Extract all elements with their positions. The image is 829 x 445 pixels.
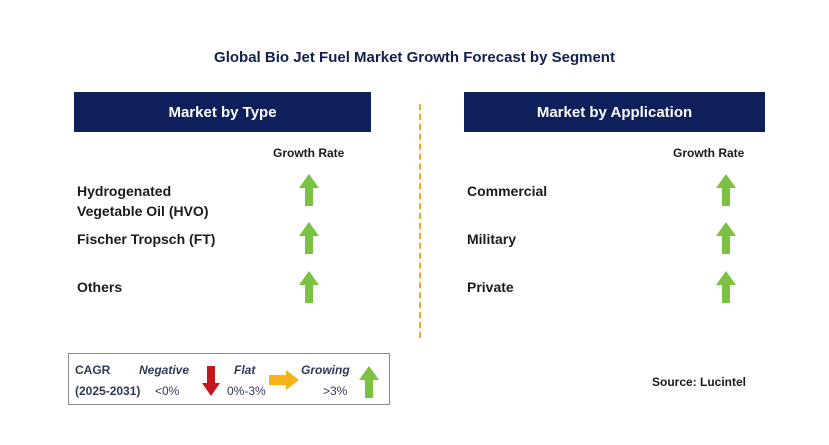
legend-flat-label: Flat bbox=[234, 363, 256, 377]
row-label-hvo-line1: Hydrogenated bbox=[77, 183, 172, 199]
row-label-hvo: Hydrogenated Vegetable Oil (HVO) bbox=[77, 181, 208, 221]
legend-growing-label: Growing bbox=[301, 363, 350, 377]
panel-divider bbox=[419, 104, 421, 338]
row-label-others: Others bbox=[77, 279, 123, 295]
legend-negative-label: Negative bbox=[139, 363, 190, 377]
arrow-down-icon bbox=[202, 366, 220, 396]
growth-rate-label-left: Growth Rate bbox=[273, 146, 345, 160]
market-by-type-header: Market by Type bbox=[74, 92, 371, 132]
row-label-hvo-line2: Vegetable Oil (HVO) bbox=[77, 203, 209, 219]
chart-title: Global Bio Jet Fuel Market Growth Foreca… bbox=[214, 49, 615, 66]
legend-period: (2025-2031) bbox=[75, 384, 141, 398]
arrow-up-icon bbox=[716, 271, 736, 303]
legend-cagr-label: CAGR bbox=[75, 363, 111, 377]
arrow-up-icon bbox=[359, 366, 379, 398]
arrow-up-icon bbox=[299, 174, 319, 206]
row-label-military: Military bbox=[467, 231, 517, 247]
arrow-up-icon bbox=[299, 271, 319, 303]
row-label-ft: Fischer Tropsch (FT) bbox=[77, 231, 216, 247]
arrow-right-icon bbox=[269, 370, 299, 390]
source-note: Source: Lucintel bbox=[652, 375, 747, 389]
row-label-commercial: Commercial bbox=[467, 183, 548, 199]
cagr-legend: CAGR (2025-2031) Negative <0% Flat 0%-3%… bbox=[68, 353, 390, 405]
legend-flat-range: 0%-3% bbox=[227, 384, 266, 398]
arrow-up-icon bbox=[299, 222, 319, 254]
arrow-up-icon bbox=[716, 174, 736, 206]
row-label-private: Private bbox=[467, 279, 514, 295]
market-by-application-header: Market by Application bbox=[464, 92, 765, 132]
legend-growing-range: >3% bbox=[323, 384, 348, 398]
growth-rate-label-right: Growth Rate bbox=[673, 146, 745, 160]
legend-negative-range: <0% bbox=[155, 384, 180, 398]
arrow-up-icon bbox=[716, 222, 736, 254]
